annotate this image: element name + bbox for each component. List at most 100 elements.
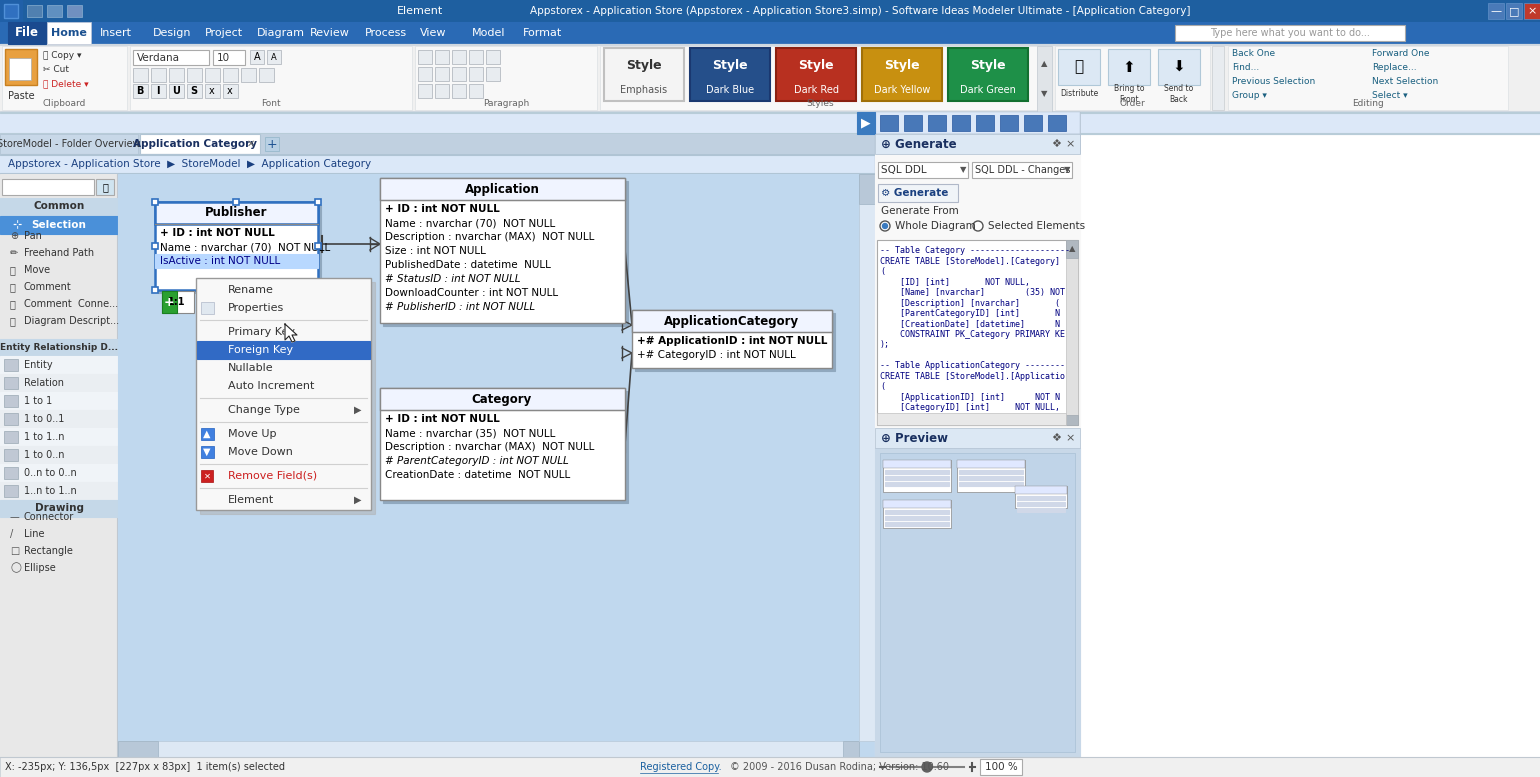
Bar <box>959 482 1023 486</box>
Text: [ApplicationID] [int]      NOT N: [ApplicationID] [int] NOT N <box>879 393 1060 402</box>
Text: Appstorex - Application Store  ▶  StoreModel  ▶  Application Category: Appstorex - Application Store ▶ StoreMod… <box>8 159 371 169</box>
Bar <box>878 184 958 202</box>
Text: ▼: ▼ <box>1041 89 1047 99</box>
Text: CONSTRAINT PK_ApplicationCategory: CONSTRAINT PK_ApplicationCategory <box>879 414 1066 423</box>
Text: 1 to 1: 1 to 1 <box>25 396 52 406</box>
Bar <box>1016 496 1066 500</box>
Text: Style: Style <box>970 60 1006 72</box>
Bar <box>68 5 82 17</box>
Bar <box>162 291 177 313</box>
Text: Diagram: Diagram <box>257 28 305 38</box>
Text: ✕: ✕ <box>246 139 256 149</box>
Text: S: S <box>191 86 197 96</box>
Text: Style: Style <box>798 60 833 72</box>
Bar <box>604 48 684 101</box>
Text: + ID : int NOT NULL: + ID : int NOT NULL <box>385 204 500 214</box>
Bar <box>885 482 949 486</box>
Bar <box>196 278 371 510</box>
Text: Emphasis: Emphasis <box>621 85 667 95</box>
Text: Editing: Editing <box>1352 99 1384 109</box>
Text: Dark Blue: Dark Blue <box>705 85 755 95</box>
Text: IsActive : int NOT NULL: IsActive : int NOT NULL <box>160 256 280 266</box>
Text: [CategoryID] [int]     NOT NULL,: [CategoryID] [int] NOT NULL, <box>879 403 1060 413</box>
Text: ❖: ❖ <box>1050 433 1061 443</box>
Text: Dark Yellow: Dark Yellow <box>873 85 930 95</box>
Text: ▲: ▲ <box>1041 60 1047 68</box>
Bar <box>417 50 433 64</box>
Text: Properties: Properties <box>228 303 285 313</box>
Text: Move Down: Move Down <box>228 447 293 457</box>
Text: 💬: 💬 <box>9 299 15 309</box>
Text: [ParentCategoryID] [int]       N: [ParentCategoryID] [int] N <box>879 309 1060 318</box>
Bar <box>956 460 1026 468</box>
Bar <box>882 460 952 468</box>
Text: Publisher: Publisher <box>205 207 268 219</box>
Bar <box>197 341 370 359</box>
Text: ⊕: ⊕ <box>9 231 18 241</box>
Text: Change Type: Change Type <box>228 405 300 415</box>
Text: □: □ <box>1509 6 1520 16</box>
Bar <box>316 287 320 293</box>
Text: ▲: ▲ <box>1069 245 1075 253</box>
Text: ⚙ Generate: ⚙ Generate <box>881 188 949 198</box>
Bar <box>776 48 856 101</box>
Text: ▼: ▼ <box>203 447 211 457</box>
Circle shape <box>922 762 932 772</box>
Text: Rename: Rename <box>228 285 274 295</box>
Bar <box>5 449 18 461</box>
Text: A: A <box>271 53 277 61</box>
Bar <box>259 68 274 82</box>
Bar <box>5 431 18 443</box>
Text: ApplicationCategory: ApplicationCategory <box>664 315 799 327</box>
Bar <box>631 310 832 332</box>
Bar <box>0 446 119 464</box>
Text: 1 to 0..1: 1 to 0..1 <box>25 414 65 424</box>
Bar <box>1015 486 1067 508</box>
Text: Comment: Comment <box>25 282 72 292</box>
Bar <box>213 50 245 65</box>
Bar <box>5 49 37 85</box>
Bar <box>186 68 202 82</box>
Text: 10: 10 <box>217 53 229 63</box>
Bar <box>875 134 1080 174</box>
Bar <box>875 428 1080 448</box>
Bar <box>875 134 1080 154</box>
Circle shape <box>882 224 887 228</box>
Text: Selection: Selection <box>31 220 86 230</box>
Bar <box>0 134 875 154</box>
Bar <box>0 154 875 174</box>
Text: Type here what you want to do...: Type here what you want to do... <box>1210 28 1371 38</box>
Text: [ID] [int]       NOT NULL,: [ID] [int] NOT NULL, <box>879 277 1030 287</box>
Bar <box>316 243 320 249</box>
Text: 📄: 📄 <box>9 316 15 326</box>
Bar <box>5 413 18 425</box>
Text: 📊: 📊 <box>1075 60 1084 75</box>
Text: Registered Copy.: Registered Copy. <box>641 762 722 772</box>
Text: Line: Line <box>25 529 45 539</box>
Bar <box>879 453 1075 752</box>
Bar <box>1049 115 1066 131</box>
Text: 100 %: 100 % <box>984 762 1018 772</box>
Bar <box>2 46 126 110</box>
Bar <box>959 470 1023 474</box>
Bar <box>1024 115 1043 131</box>
Bar <box>28 5 42 17</box>
Text: Entity Relationship D...: Entity Relationship D... <box>0 343 119 351</box>
Text: —: — <box>1491 6 1502 16</box>
Text: Nullable: Nullable <box>228 363 274 373</box>
Text: SQL DDL - Changes: SQL DDL - Changes <box>975 165 1070 175</box>
Bar <box>380 388 625 500</box>
Text: Name : nvarchar (70)  NOT NULL: Name : nvarchar (70) NOT NULL <box>160 242 330 252</box>
Text: Order: Order <box>1120 99 1144 109</box>
Bar <box>233 287 239 293</box>
Bar <box>842 741 859 757</box>
Bar <box>929 115 946 131</box>
Text: ▶: ▶ <box>861 117 870 130</box>
Bar <box>152 243 159 249</box>
Text: U: U <box>172 86 180 96</box>
Bar <box>0 500 119 517</box>
Bar <box>885 470 949 474</box>
Bar <box>132 84 148 98</box>
Text: ×: × <box>1066 433 1075 443</box>
Text: © 2009 - 2016 Dusan Rodina; Version: 10.60: © 2009 - 2016 Dusan Rodina; Version: 10.… <box>730 762 949 772</box>
